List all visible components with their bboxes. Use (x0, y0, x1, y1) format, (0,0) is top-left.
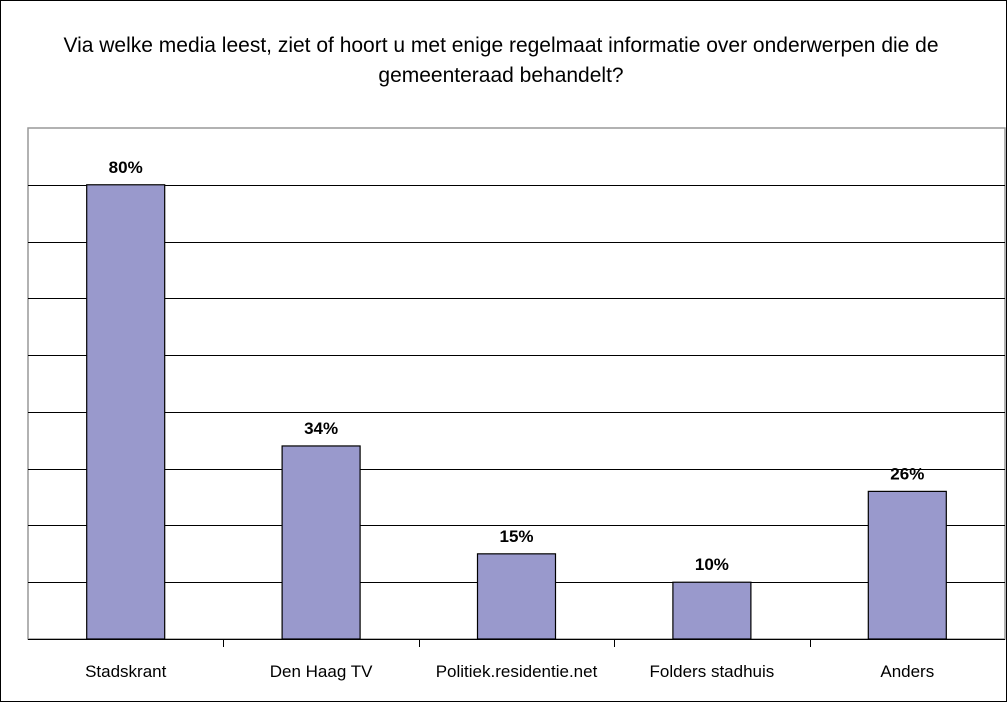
x-tick-label: Anders (880, 662, 934, 681)
data-label: 34% (304, 419, 338, 438)
data-label: 80% (109, 158, 143, 177)
bar (672, 581, 752, 640)
data-label: 15% (499, 527, 533, 546)
data-label: 10% (695, 555, 729, 574)
chart-title: Via welke media leest, ziet of hoort u m… (63, 34, 939, 87)
x-tick-label: Den Haag TV (270, 662, 373, 681)
data-label: 26% (890, 464, 924, 483)
x-tick-label: Stadskrant (85, 662, 167, 681)
bar (476, 553, 557, 640)
x-tick-label: Politiek.residentie.net (436, 662, 598, 681)
bar (86, 184, 166, 640)
bar (867, 490, 947, 640)
x-tick-label: Folders stadhuis (650, 662, 775, 681)
bar (281, 445, 361, 640)
